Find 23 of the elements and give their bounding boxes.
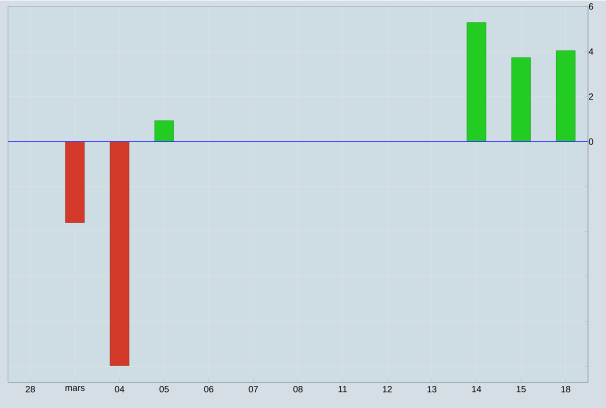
x-tick-label: 28 — [26, 386, 35, 392]
x-tick-label: 06 — [204, 386, 214, 392]
bar — [511, 57, 531, 142]
bar — [466, 22, 486, 142]
bar — [65, 141, 85, 223]
x-tick-label: 04 — [114, 386, 124, 392]
x-tick-label: 14 — [472, 386, 482, 392]
bar — [110, 141, 130, 366]
bar — [556, 50, 576, 142]
x-tick-label: mars — [66, 386, 85, 391]
y-tick-label: 6 — [588, 3, 594, 10]
y-tick-label: 2 — [588, 93, 594, 100]
x-tick-label: 18 — [561, 386, 570, 392]
x-tick-label: 11 — [338, 386, 347, 392]
x-tick-label: 07 — [248, 386, 258, 392]
bar — [154, 120, 174, 142]
y-tick-label: 0 — [588, 138, 594, 145]
x-tick-label: 15 — [516, 386, 526, 392]
x-tick-label: 13 — [428, 386, 436, 392]
x-tick-label: 12 — [382, 386, 392, 392]
x-tick-label: 05 — [160, 386, 169, 392]
x-tick-label: 08 — [293, 386, 303, 392]
y-tick-label: 4 — [588, 48, 594, 54]
